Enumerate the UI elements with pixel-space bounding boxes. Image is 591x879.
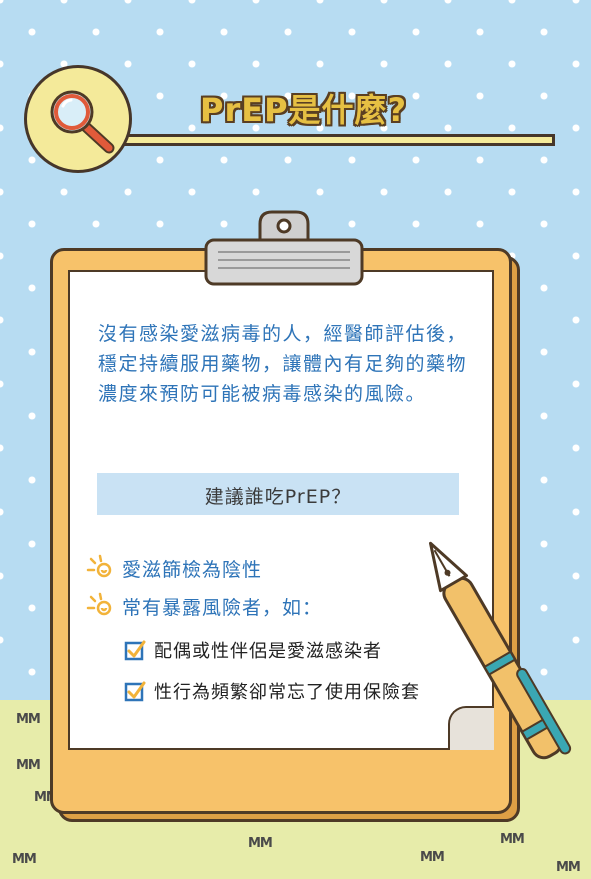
checkbox-checked-icon <box>124 681 146 702</box>
example-label: 性行為頻繁卻常忘了使用保險套 <box>154 682 420 703</box>
recommend-heading-box: 建議誰吃PrEP？ <box>97 473 459 515</box>
grass-tuft-icon: MM <box>12 852 37 867</box>
criterion-item: 愛滋篩檢為陰性 <box>84 554 262 582</box>
sun-swirl-icon <box>86 554 112 578</box>
grass-tuft-icon: MM <box>16 758 41 773</box>
magnifier-icon <box>50 90 115 154</box>
criterion-label: 常有暴露風險者，如： <box>122 596 323 619</box>
page-header: PrEP是什麼? <box>0 0 591 180</box>
checkbox-checked-icon <box>124 640 146 661</box>
grass-tuft-icon: MM <box>500 832 525 847</box>
example-label: 配偶或性伴侶是愛滋感染者 <box>154 641 382 662</box>
clipboard-clip-icon <box>204 210 364 286</box>
grass-tuft-icon: MM <box>16 712 41 727</box>
grass-tuft-icon: MM <box>556 860 581 875</box>
grass-tuft-icon: MM <box>420 850 445 865</box>
sun-swirl-icon <box>86 592 112 616</box>
prep-definition: 沒有感染愛滋病毒的人，經醫師評估後，穩定持續服用藥物，讓體內有足夠的藥物濃度來預… <box>98 323 468 405</box>
recommend-heading: 建議誰吃PrEP？ <box>204 486 352 508</box>
fountain-pen-icon <box>429 541 572 760</box>
title-bar <box>118 134 555 146</box>
page-title: PrEP是什麼? <box>200 91 408 129</box>
criterion-label: 愛滋篩檢為陰性 <box>122 558 263 581</box>
grass-tuft-icon: MM <box>248 836 273 851</box>
title-badge <box>24 65 132 173</box>
example-item: 配偶或性伴侶是愛滋感染者 <box>124 637 382 663</box>
paper-curl <box>448 706 494 750</box>
criterion-item: 常有暴露風險者，如： <box>84 592 322 620</box>
example-item: 性行為頻繁卻常忘了使用保險套 <box>124 678 420 704</box>
